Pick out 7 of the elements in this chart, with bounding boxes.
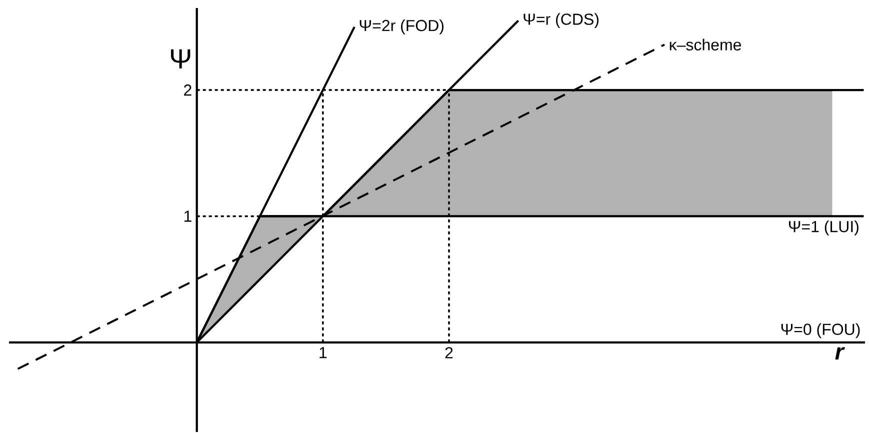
series-label: Ψ=2r (FOD): [360, 19, 444, 34]
y-axis-title: Ψ: [171, 49, 190, 68]
series-label: Ψ=0 (FOU): [781, 323, 860, 338]
x-axis-title: r: [835, 347, 845, 360]
series-label: Ψ=r (CDS): [524, 13, 598, 28]
series-label: κ–scheme: [670, 38, 742, 50]
series-label: Ψ=1 (LUI): [788, 220, 858, 236]
